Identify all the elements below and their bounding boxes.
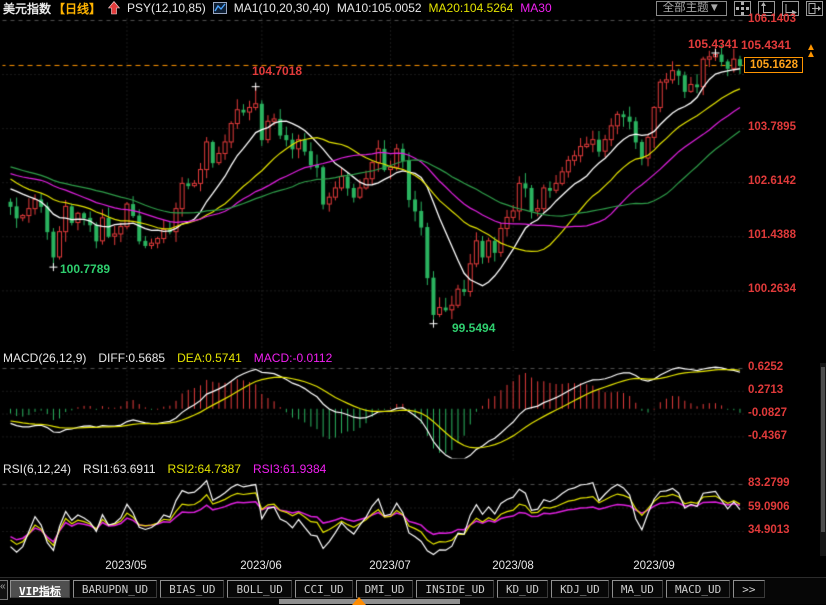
price-axis-label: 106.1403	[748, 13, 796, 25]
current-price-arrow-icon: ▲ ▲	[806, 42, 816, 60]
annotation-high-sept: 105.4341	[688, 37, 739, 51]
rsi2-value: RSI2:64.7387	[167, 462, 241, 476]
tab-bias[interactable]: BIAS_UD	[160, 580, 225, 598]
axis-high-label: 105.4341	[741, 38, 792, 52]
tab-strip-edge-icon[interactable]: «	[0, 580, 8, 600]
x-axis-label: 2023/06	[240, 560, 282, 572]
annotation-low-april: 100.7789	[60, 262, 111, 276]
rsi-panel-header: RSI(6,12,24) RSI1:63.6911 RSI2:64.7387 R…	[0, 462, 743, 476]
rsi-axis-label: 59.0906	[748, 501, 790, 513]
annotation-high-may: 104.7018	[252, 64, 303, 78]
vertical-scrollbar-thumb[interactable]	[821, 367, 825, 532]
macd-value: MACD:-0.0112	[253, 351, 333, 365]
tab-more[interactable]: >>	[733, 580, 765, 598]
tab-cci[interactable]: CCI_UD	[294, 580, 353, 598]
rsi-axis-label: 83.2799	[748, 477, 790, 489]
macd-title[interactable]: MACD(26,12,9)	[3, 351, 87, 365]
pan-right-icon[interactable]	[806, 0, 823, 16]
tab-inside[interactable]: INSIDE_UD	[416, 580, 494, 598]
tab-kdj[interactable]: KDJ_UD	[551, 580, 609, 598]
indicator-tab-bar: VIP指标 BARUPDN_UD BIAS_UD BOLL_UD CCI_UD …	[0, 577, 826, 604]
tab-kd[interactable]: KD_UD	[496, 580, 549, 598]
ma10-value: MA10:105.0052	[336, 1, 422, 15]
tab-boll[interactable]: BOLL_UD	[227, 580, 292, 598]
macd-axis-label: -0.4367	[748, 430, 788, 442]
bottom-slider-fragment[interactable]	[279, 599, 460, 604]
price-axis-label: 100.2634	[748, 283, 796, 295]
theme-selector-button[interactable]: 全部主题▼	[655, 0, 727, 16]
macd-axis-label: -0.0827	[748, 407, 788, 419]
line-chart-icon	[212, 2, 227, 14]
macd-diff-value: DIFF:0.5685	[98, 351, 166, 365]
period-label[interactable]: 【日线】	[53, 1, 102, 16]
tab-dmi[interactable]: DMI_UD	[355, 580, 414, 598]
x-axis-label: 2023/07	[369, 560, 411, 572]
price-axis-label: 102.6142	[748, 175, 796, 187]
trend-up-icon	[108, 1, 121, 15]
macd-axis-label: 0.2713	[748, 384, 784, 396]
header-toolbar: 美元指数 【日线】 PSY(12,10,85) MA1(10,20,30,40)…	[0, 0, 826, 16]
ma30-value: MA30	[520, 1, 552, 15]
ma20-value: MA20:104.5264	[428, 1, 514, 15]
rsi-axis-label: 34.9013	[748, 524, 790, 536]
macd-dea-value: DEA:0.5741	[177, 351, 242, 365]
macd-axis-label: 0.6252	[748, 361, 784, 373]
x-axis-label: 2023/05	[105, 560, 147, 572]
tab-vip-indicators[interactable]: VIP指标	[10, 580, 70, 598]
current-price-tag: 105.1628	[744, 57, 803, 73]
annotation-low-july: 99.5494	[452, 321, 496, 335]
rsi1-value: RSI1:63.6911	[83, 462, 156, 476]
tab-ma[interactable]: MA_UD	[611, 580, 663, 598]
x-axis-label: 2023/08	[492, 560, 534, 572]
ma-group-label[interactable]: MA1(10,20,30,40)	[233, 1, 330, 15]
y-axis-scale-icon[interactable]	[758, 0, 775, 16]
macd-panel-header: MACD(26,12,9) DIFF:0.5685 DEA:0.5741 MAC…	[0, 351, 743, 365]
rsi3-value: RSI3:61.9384	[252, 462, 327, 476]
price-axis-label: 101.4388	[748, 229, 796, 241]
rsi-title[interactable]: RSI(6,12,24)	[3, 462, 72, 476]
symbol-title: 美元指数	[3, 1, 52, 16]
x-axis-scale-icon[interactable]	[782, 0, 799, 16]
x-axis-label: 2023/09	[633, 560, 675, 572]
price-axis-label: 103.7895	[748, 121, 796, 133]
tab-barupdn[interactable]: BARUPDN_UD	[72, 580, 158, 598]
crosshair-icon[interactable]	[734, 0, 751, 16]
psy-indicator-label[interactable]: PSY(12,10,85)	[127, 1, 206, 15]
tab-macd[interactable]: MACD_UD	[665, 580, 731, 598]
bottom-slider-arrow-icon[interactable]	[352, 597, 366, 605]
